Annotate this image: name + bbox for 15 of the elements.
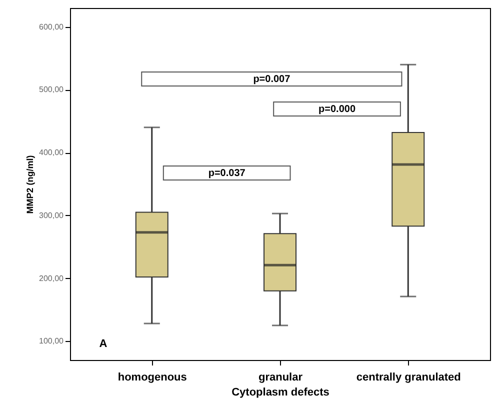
x-axis-title: Cytoplasm defects <box>232 386 330 398</box>
x-tick-label: homogenous <box>118 372 187 384</box>
y-axis-title: MMP2 (ng/ml) <box>25 155 36 214</box>
y-tick-label: 500,00 <box>39 85 64 94</box>
annotation: A <box>99 338 108 350</box>
annotation: p=0.037 <box>208 168 246 179</box>
y-tick-label: 200,00 <box>39 274 64 283</box>
y-tick-label: 600,00 <box>39 22 64 32</box>
annotation: p=0.000 <box>318 104 356 115</box>
annotation: p=0.007 <box>253 74 291 85</box>
x-tick-label: centrally granulated <box>356 372 461 384</box>
y-tick-label: 300,00 <box>39 210 64 220</box>
y-tick-label: 400,00 <box>39 148 64 158</box>
y-tick-label: 100,00 <box>39 336 64 346</box>
x-tick-label: granular <box>258 372 304 384</box>
